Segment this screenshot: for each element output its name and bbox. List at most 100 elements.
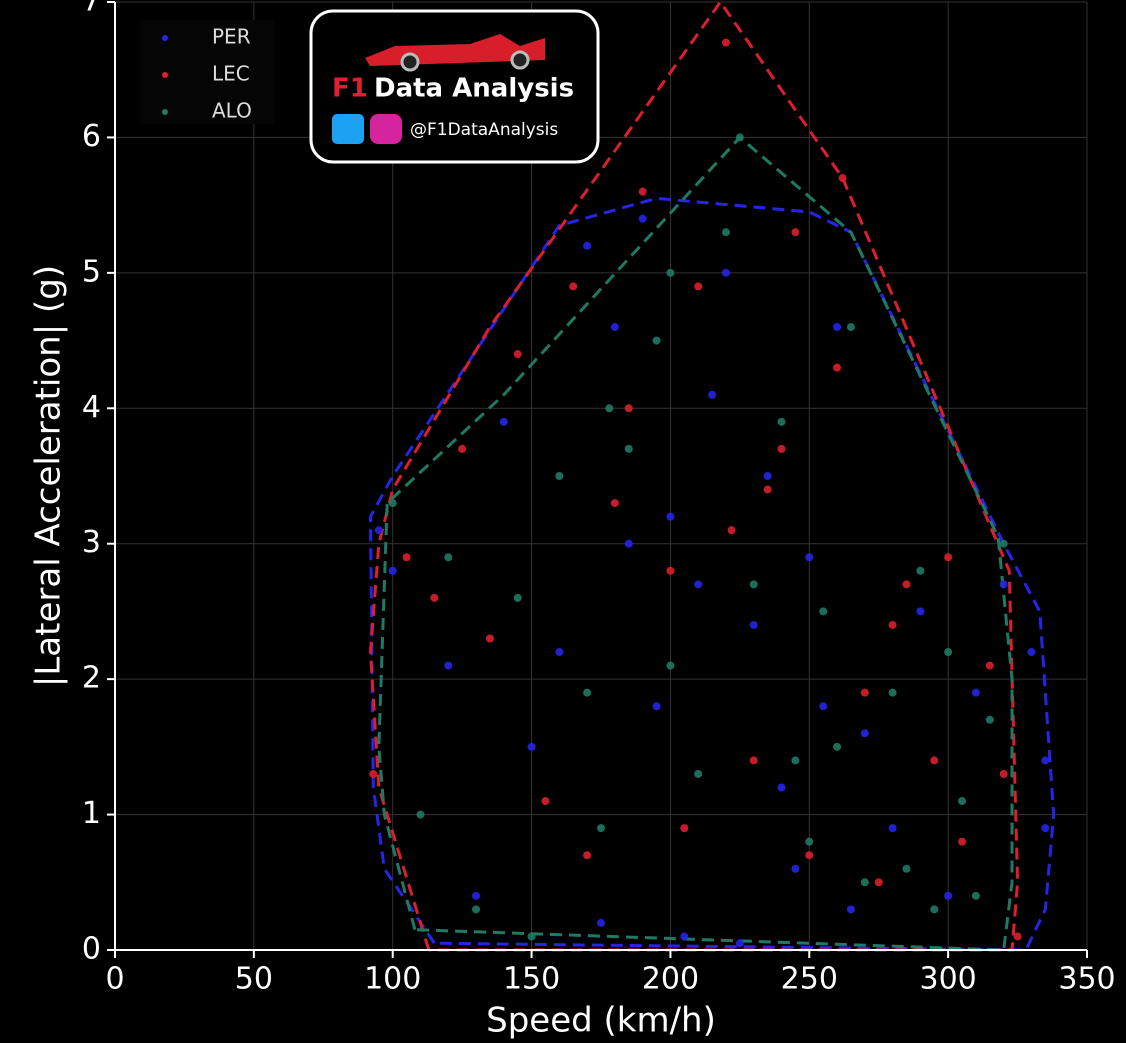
point xyxy=(369,769,378,778)
point xyxy=(902,864,911,873)
point xyxy=(749,620,758,629)
point xyxy=(971,891,980,900)
point xyxy=(555,648,564,657)
point xyxy=(791,756,800,765)
point xyxy=(819,702,828,711)
point xyxy=(721,268,730,277)
legend-label: PER xyxy=(212,25,251,49)
point xyxy=(597,918,605,927)
point xyxy=(666,661,675,670)
point xyxy=(444,661,453,670)
x-tick-label: 200 xyxy=(642,962,699,997)
point xyxy=(860,729,869,738)
point xyxy=(999,539,1008,548)
point xyxy=(680,932,689,941)
point xyxy=(791,864,800,873)
point xyxy=(472,905,481,914)
hull xyxy=(377,135,1014,952)
point xyxy=(888,688,897,697)
point xyxy=(624,404,633,413)
x-tick-label: 350 xyxy=(1058,962,1115,997)
y-tick-label: 6 xyxy=(82,119,101,154)
logo-title: Data Analysis xyxy=(374,74,574,104)
point xyxy=(833,323,842,332)
point xyxy=(791,228,800,237)
legend-label: LEC xyxy=(212,62,250,86)
point xyxy=(930,905,939,914)
instagram-icon xyxy=(370,114,402,144)
point xyxy=(569,282,578,291)
y-axis-label: |Lateral Acceleration| (g) xyxy=(29,265,69,687)
point xyxy=(763,485,772,494)
point xyxy=(583,688,592,697)
x-tick-label: 250 xyxy=(781,962,838,997)
point xyxy=(833,742,842,751)
point xyxy=(916,566,925,575)
point xyxy=(749,756,758,765)
point xyxy=(485,634,494,643)
legend-marker xyxy=(162,109,168,115)
point xyxy=(985,715,994,724)
legend: PER LEC ALO xyxy=(162,25,252,123)
point xyxy=(624,444,633,453)
point xyxy=(777,417,786,426)
point xyxy=(735,939,744,948)
y-tick-label: 4 xyxy=(82,390,101,425)
point xyxy=(666,512,675,521)
point xyxy=(846,323,855,332)
point xyxy=(444,553,453,562)
point xyxy=(805,553,814,562)
point xyxy=(999,580,1008,589)
point xyxy=(1041,824,1050,833)
point xyxy=(777,444,786,453)
point xyxy=(416,810,425,819)
legend-marker xyxy=(162,72,168,78)
point xyxy=(555,472,564,480)
x-tick-label: 0 xyxy=(105,962,124,997)
point xyxy=(860,878,869,887)
x-tick-label: 300 xyxy=(920,962,977,997)
point xyxy=(430,593,439,602)
point xyxy=(694,580,703,589)
point xyxy=(735,133,744,142)
point xyxy=(777,783,786,792)
point xyxy=(680,824,689,833)
y-tick-label: 5 xyxy=(82,254,101,289)
point xyxy=(971,688,980,697)
point xyxy=(838,174,847,183)
logo-wheel xyxy=(400,52,420,72)
point xyxy=(888,824,897,833)
x-tick-label: 50 xyxy=(235,962,273,997)
point xyxy=(874,878,883,887)
point xyxy=(605,404,614,413)
point xyxy=(805,837,814,846)
point xyxy=(958,797,967,806)
point xyxy=(708,390,717,399)
x-tick-label: 100 xyxy=(364,962,421,997)
point xyxy=(1041,756,1050,765)
legend-marker xyxy=(162,35,168,41)
hulls xyxy=(368,0,1056,952)
point xyxy=(749,580,758,589)
point xyxy=(763,472,772,480)
x-tick-label: 150 xyxy=(503,962,560,997)
point xyxy=(499,417,508,426)
point xyxy=(638,187,647,196)
hull xyxy=(368,0,1020,952)
axes: 0 50 100 150 200 250 300 350 0 1 2 3 4 5 6 7 xyxy=(82,0,1116,997)
point xyxy=(958,837,967,846)
logo: F1 Data Analysis @F1DataAnalysis xyxy=(309,9,600,164)
point xyxy=(916,607,925,616)
point xyxy=(472,891,481,900)
point xyxy=(721,228,730,237)
logo-f1: F1 xyxy=(332,74,368,104)
point xyxy=(541,797,550,806)
point xyxy=(652,336,661,345)
point xyxy=(860,688,869,697)
logo-handle: @F1DataAnalysis xyxy=(410,120,558,140)
point xyxy=(624,539,633,548)
point xyxy=(527,932,536,941)
point xyxy=(388,566,397,575)
y-tick-label: 0 xyxy=(82,932,101,967)
